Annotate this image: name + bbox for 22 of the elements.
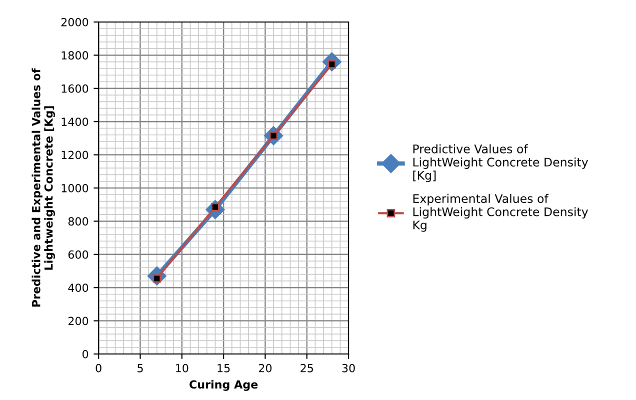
- legend-label: Experimental Values of LightWeight Concrete Density Kg: [413, 194, 588, 232]
- x-tick-label: 15: [218, 364, 230, 372]
- x-tick-label: 5: [138, 364, 143, 372]
- y-tick-label: 200: [68, 316, 88, 326]
- y-tick-label: 1400: [62, 118, 88, 126]
- x-tick-label: 20: [258, 364, 272, 372]
- x-tick-label: 0: [96, 364, 102, 372]
- x-tick-label: 25: [300, 364, 313, 372]
- y-tick-label: 1000: [62, 184, 88, 192]
- legend-label: Predictive Values of LightWeight Concrete Density [Kg]: [413, 144, 588, 182]
- x-axis-title: Curing Age: [190, 380, 258, 391]
- x-tick-label: 30: [342, 364, 355, 372]
- y-tick-label: 2000: [61, 18, 88, 26]
- y-tick-label: 800: [68, 217, 88, 226]
- y-tick-label: 1600: [62, 84, 88, 93]
- y-tick-label: 1200: [62, 150, 88, 160]
- x-tick-label: 10: [176, 364, 188, 372]
- y-tick-label: 1800: [62, 51, 88, 60]
- y-tick-label: 400: [68, 284, 88, 292]
- y-axis-title: Predictive and Experimental Values of Lightweight Concrete [Kg]: [32, 68, 56, 307]
- y-tick-label: 0: [82, 350, 88, 358]
- y-tick-label: 600: [68, 250, 88, 259]
